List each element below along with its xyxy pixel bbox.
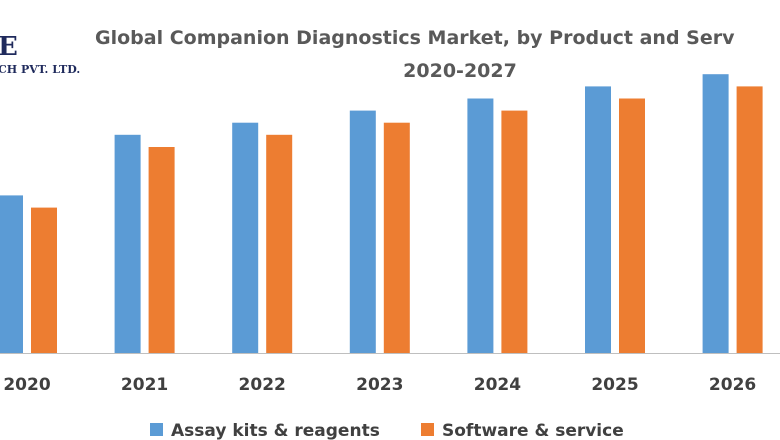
bar-software-service-2024: [501, 110, 528, 353]
bar-assay-kits-2024: [467, 98, 494, 353]
legend-swatch-software-service: [421, 423, 434, 436]
company-logo-text: CH PVT. LTD.: [0, 63, 81, 76]
x-tick-labels: 2020 2021 2022 2023 2024 2025 2026: [3, 375, 756, 395]
bar-assay-kits-2023: [349, 110, 376, 353]
bar-software-service-2026: [736, 86, 763, 354]
bars-layer: [0, 74, 763, 354]
bar-assay-kits-2021: [114, 134, 141, 353]
bar-software-service-2023: [383, 122, 410, 353]
legend-label-software-service: Software & service: [442, 421, 624, 440]
bar-software-service-2020: [31, 207, 57, 353]
legend: Assay kits & reagents Software & service: [150, 421, 624, 440]
chart-subtitle: 2020-2027: [403, 60, 517, 82]
bar-software-service-2021: [148, 147, 175, 353]
bar-assay-kits-2022: [232, 122, 259, 353]
x-tick-label: 2021: [121, 375, 168, 395]
bar-software-service-2025: [619, 98, 645, 353]
bar-assay-kits-2026: [702, 74, 729, 353]
legend-swatch-assay-kits: [150, 423, 163, 436]
bar-software-service-2022: [266, 134, 293, 353]
bar-assay-kits-2025: [585, 86, 611, 354]
chart-title: Global Companion Diagnostics Market, by …: [95, 27, 735, 49]
x-tick-label: 2020: [3, 375, 50, 395]
legend-label-assay-kits: Assay kits & reagents: [171, 421, 380, 440]
x-tick-label: 2022: [239, 375, 286, 395]
x-tick-label: 2024: [474, 375, 521, 395]
x-tick-label: 2026: [709, 375, 756, 395]
x-tick-label: 2025: [591, 375, 638, 395]
company-logo-mark: E: [0, 32, 19, 62]
bar-assay-kits-2020: [0, 195, 23, 353]
x-tick-label: 2023: [356, 375, 403, 395]
